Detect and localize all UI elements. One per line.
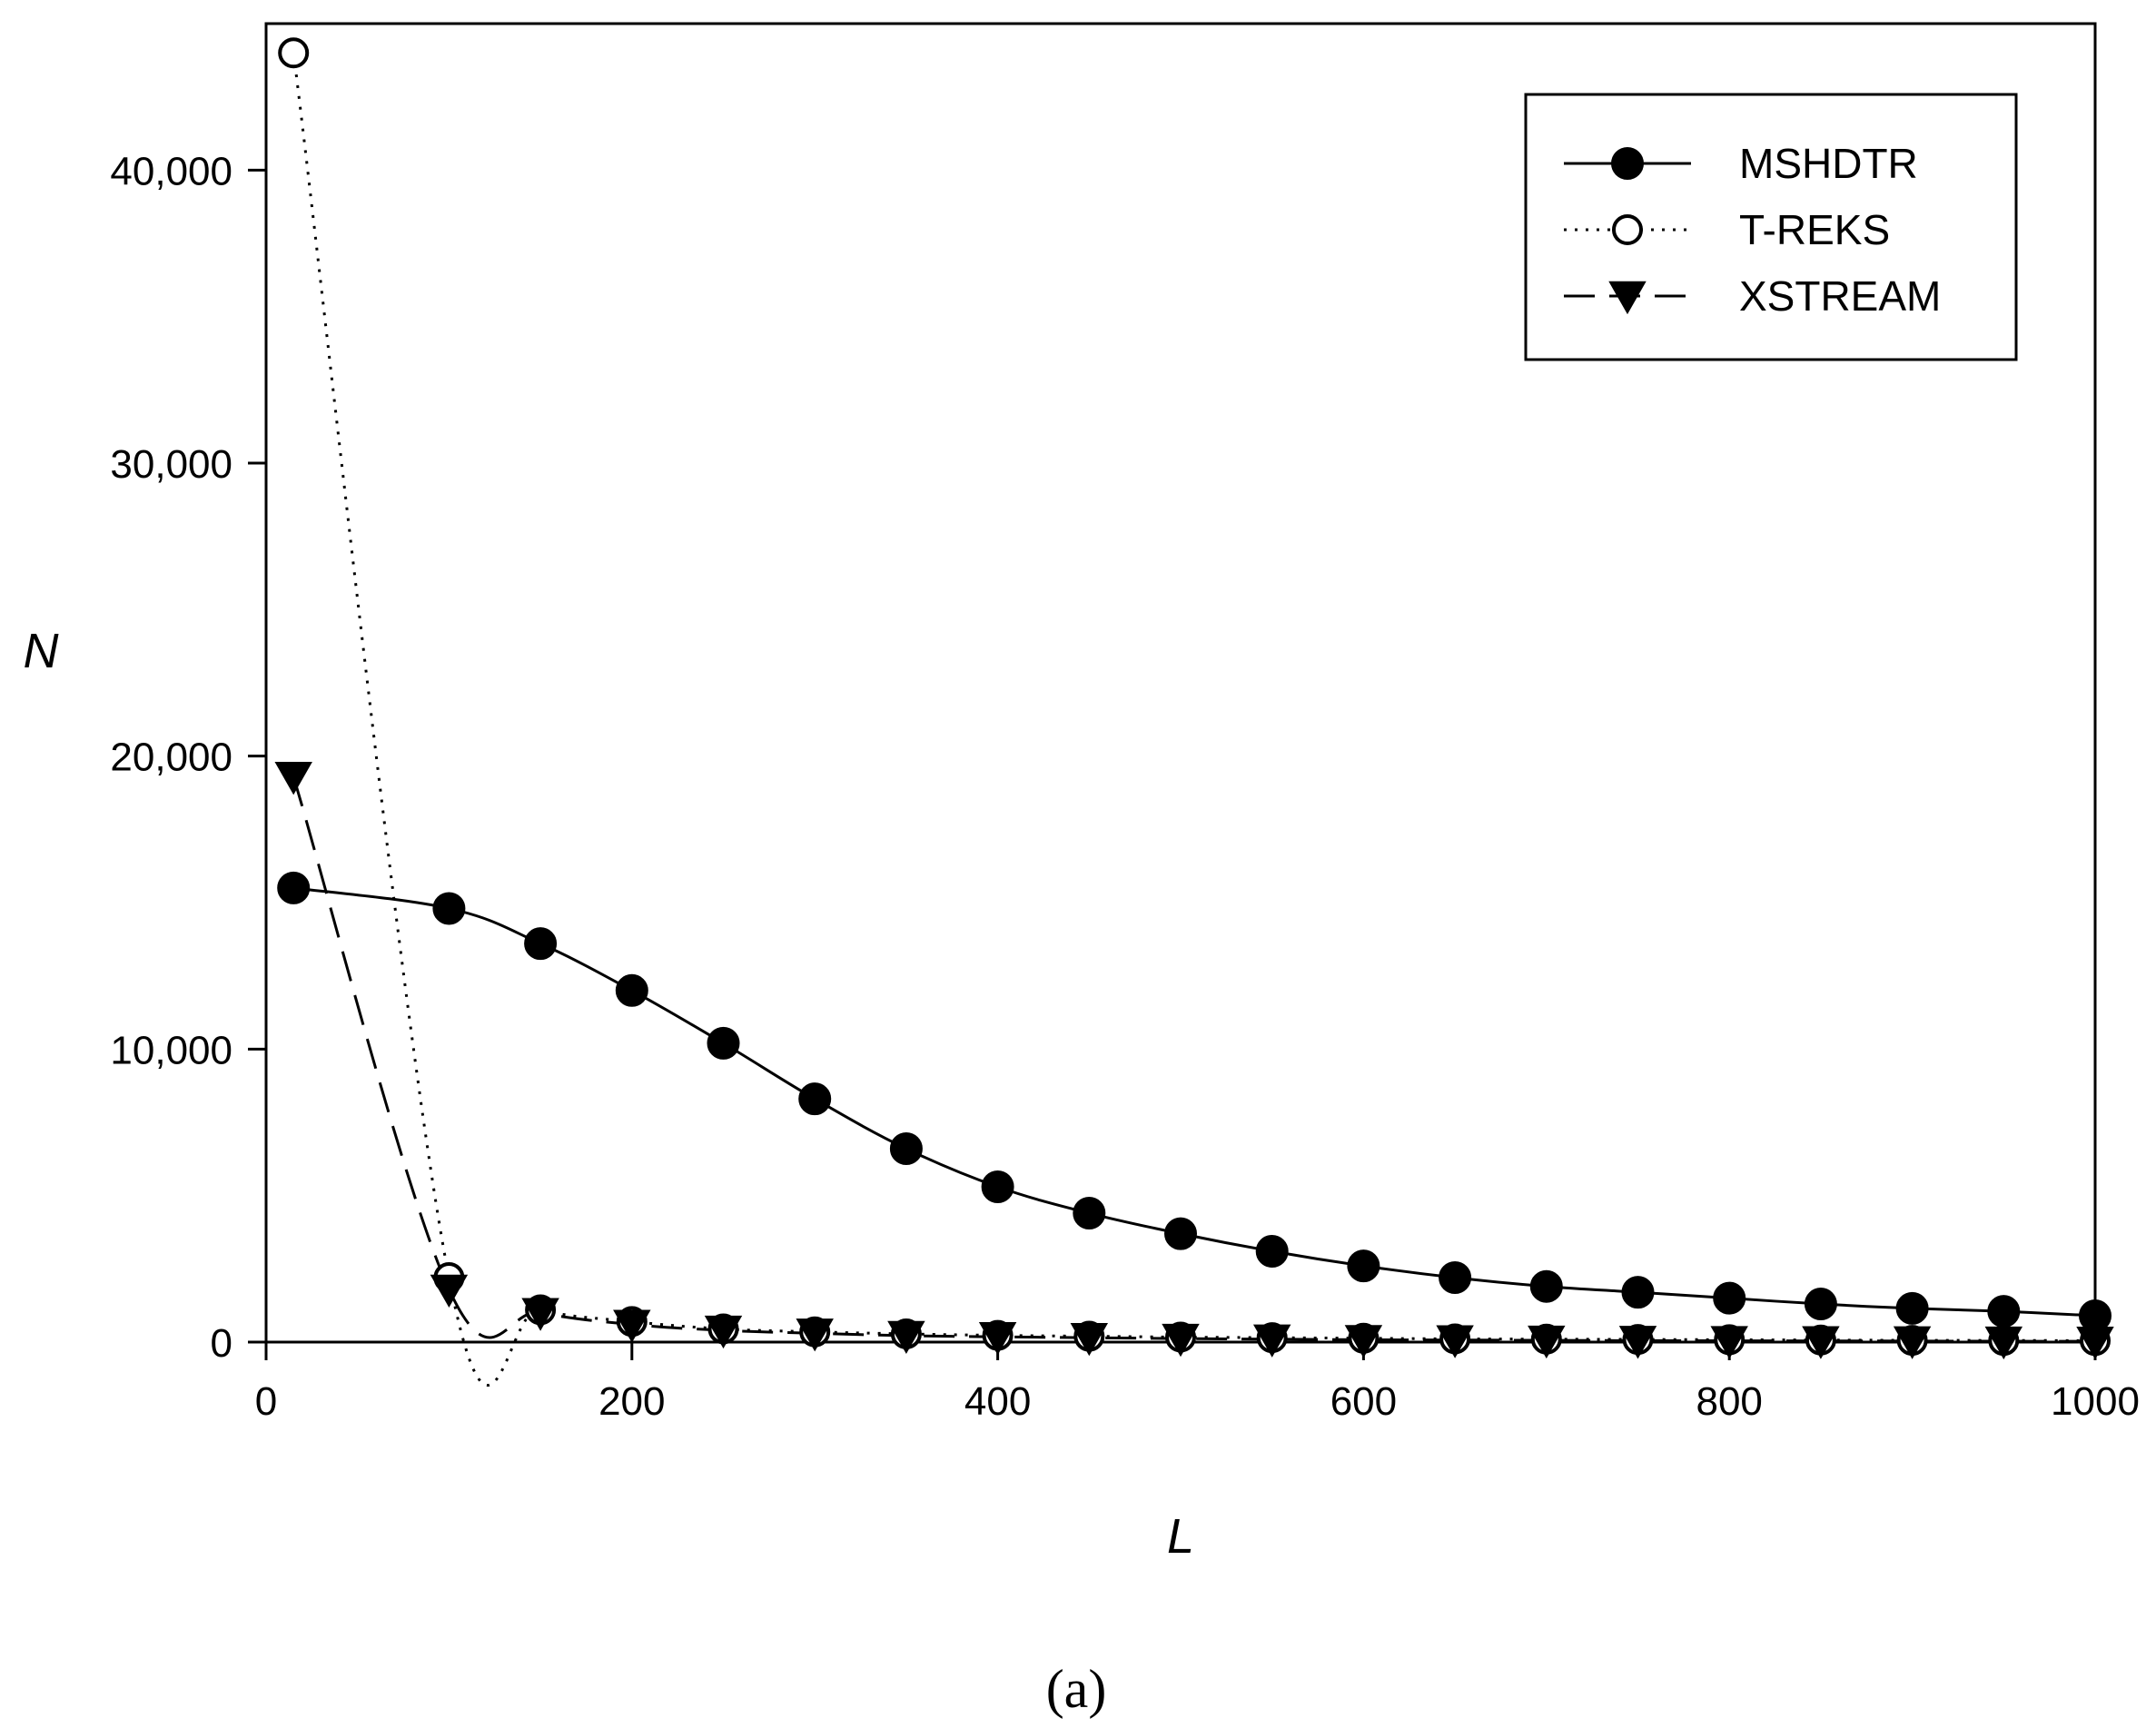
data-point-xstream: [1436, 1325, 1474, 1358]
data-point-t-reks: [278, 37, 310, 69]
data-point-mshdtr: [277, 871, 311, 904]
x-axis-title: L: [1167, 1509, 1194, 1564]
series-layer: [274, 37, 2114, 1387]
x-tick-label: 600: [1330, 1379, 1397, 1424]
legend-label-mshdtr: MSHDTR: [1739, 140, 1918, 187]
data-point-xstream: [978, 1321, 1017, 1356]
data-point-mshdtr: [1621, 1276, 1655, 1309]
y-tick-label: 10,000: [110, 1028, 232, 1072]
data-point-xstream: [1070, 1322, 1109, 1357]
y-axis-title: N: [24, 624, 60, 678]
y-tick-label: 40,000: [110, 149, 232, 193]
x-tick-label: 200: [598, 1379, 665, 1424]
data-point-xstream: [796, 1318, 834, 1352]
data-point-mshdtr: [1713, 1281, 1746, 1315]
data-point-mshdtr: [889, 1132, 923, 1166]
data-point-xstream: [887, 1320, 925, 1354]
x-tick-label: 0: [255, 1379, 277, 1424]
data-point-xstream: [1252, 1324, 1291, 1358]
data-point-xstream: [1344, 1325, 1383, 1358]
data-point-xstream: [521, 1298, 559, 1331]
data-point-mshdtr: [1804, 1288, 1837, 1321]
data-point-xstream: [1162, 1323, 1200, 1358]
data-point-xstream: [1802, 1326, 1840, 1359]
legend-marker-xstream: [1608, 281, 1647, 315]
data-point-xstream: [704, 1315, 743, 1349]
data-point-xstream: [430, 1274, 469, 1308]
data-point-mshdtr: [1987, 1295, 2021, 1328]
legend-box: [1524, 93, 2018, 361]
data-point-mshdtr: [615, 973, 648, 1007]
x-tick-label: 800: [1696, 1379, 1762, 1424]
legend-marker-t-reks: [1612, 214, 1643, 245]
data-point-xstream: [1618, 1326, 1657, 1359]
data-point-mshdtr: [981, 1170, 1014, 1203]
data-point-mshdtr: [524, 927, 558, 961]
x-axis-ticks: 0 200 400 600 800 1000: [255, 1342, 2140, 1424]
y-axis-ticks: 0 10,000 20,000 30,000 40,000: [110, 149, 266, 1366]
data-point-xstream: [613, 1309, 651, 1343]
data-point-xstream: [1528, 1325, 1566, 1359]
y-tick-label: 0: [211, 1321, 232, 1366]
legend-marker-mshdtr: [1611, 147, 1644, 180]
series-line-mshdtr: [293, 886, 2096, 1318]
series-line-xstream: [292, 775, 2096, 1343]
data-point-xstream: [1893, 1326, 1932, 1359]
data-point-mshdtr: [1347, 1249, 1380, 1283]
legend: MSHDTR T-REKS XSTREAM: [1524, 93, 2018, 361]
data-point-mshdtr: [1529, 1269, 1563, 1303]
data-point-mshdtr: [2079, 1298, 2111, 1332]
data-point-mshdtr: [1255, 1234, 1289, 1268]
data-point-xstream: [274, 762, 312, 795]
y-tick-label: 30,000: [110, 442, 232, 487]
data-point-mshdtr: [1895, 1291, 1929, 1325]
data-point-mshdtr: [798, 1082, 832, 1116]
x-tick-label: 1000: [2051, 1379, 2140, 1424]
data-point-mshdtr: [432, 892, 466, 925]
figure-caption: (a): [1046, 1659, 1107, 1719]
legend-label-t-reks: T-REKS: [1739, 206, 1890, 253]
data-point-mshdtr: [707, 1026, 740, 1060]
data-point-mshdtr: [1164, 1217, 1197, 1250]
data-point-mshdtr: [1073, 1197, 1106, 1230]
data-point-mshdtr: [1439, 1261, 1472, 1295]
legend-label-xstream: XSTREAM: [1739, 272, 1941, 320]
y-tick-label: 20,000: [110, 736, 232, 780]
x-tick-label: 400: [964, 1379, 1031, 1424]
data-point-xstream: [1710, 1326, 1748, 1359]
